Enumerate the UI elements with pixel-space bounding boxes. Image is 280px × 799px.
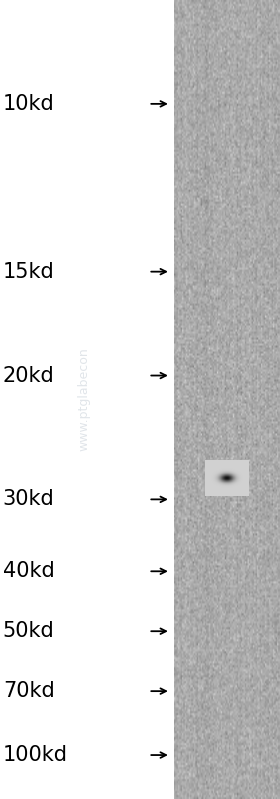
Text: 50kd: 50kd xyxy=(3,621,55,642)
Text: 40kd: 40kd xyxy=(3,561,55,582)
Text: 100kd: 100kd xyxy=(3,745,68,765)
Text: 30kd: 30kd xyxy=(3,489,55,510)
Text: www.ptglabecon: www.ptglabecon xyxy=(78,348,90,451)
Text: 20kd: 20kd xyxy=(3,365,55,386)
Text: 70kd: 70kd xyxy=(3,681,55,702)
Text: 10kd: 10kd xyxy=(3,93,55,114)
Text: 15kd: 15kd xyxy=(3,261,55,282)
